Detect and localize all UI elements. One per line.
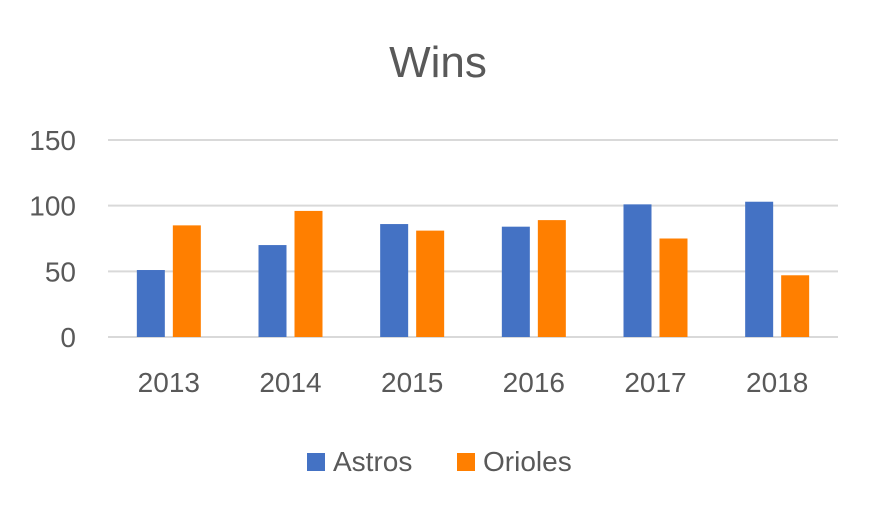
y-axis-ticks: 0 50 100 150 bbox=[29, 125, 76, 353]
x-axis-ticks: 2013 2014 2015 2016 2017 2018 bbox=[138, 367, 809, 398]
x-tick-label: 2018 bbox=[746, 367, 808, 398]
bar-astros-2014 bbox=[258, 245, 287, 337]
legend-swatch-astros bbox=[307, 453, 325, 471]
gridlines bbox=[108, 139, 838, 338]
x-tick-label: 2015 bbox=[381, 367, 443, 398]
chart-title: Wins bbox=[389, 38, 487, 87]
legend-swatch-orioles bbox=[457, 453, 475, 471]
bar-orioles-2018 bbox=[781, 275, 810, 337]
y-tick-label: 50 bbox=[45, 256, 76, 287]
x-tick-label: 2017 bbox=[624, 367, 686, 398]
bars bbox=[136, 201, 810, 337]
x-tick-label: 2016 bbox=[503, 367, 565, 398]
bar-orioles-2017 bbox=[659, 238, 688, 337]
bar-astros-2013 bbox=[136, 270, 165, 337]
y-tick-label: 0 bbox=[60, 322, 76, 353]
legend-label-astros: Astros bbox=[333, 446, 412, 477]
x-tick-label: 2013 bbox=[138, 367, 200, 398]
bar-orioles-2013 bbox=[172, 225, 201, 337]
bar-astros-2015 bbox=[380, 224, 409, 337]
x-tick-label: 2014 bbox=[259, 367, 321, 398]
bar-orioles-2015 bbox=[416, 230, 445, 337]
bar-astros-2018 bbox=[745, 201, 774, 337]
bar-astros-2016 bbox=[501, 226, 530, 337]
bar-astros-2017 bbox=[623, 204, 652, 337]
bar-orioles-2016 bbox=[537, 220, 566, 337]
y-tick-label: 150 bbox=[29, 125, 76, 156]
legend-label-orioles: Orioles bbox=[483, 446, 572, 477]
bar-orioles-2014 bbox=[294, 210, 323, 337]
y-tick-label: 100 bbox=[29, 191, 76, 222]
legend: Astros Orioles bbox=[307, 446, 572, 477]
